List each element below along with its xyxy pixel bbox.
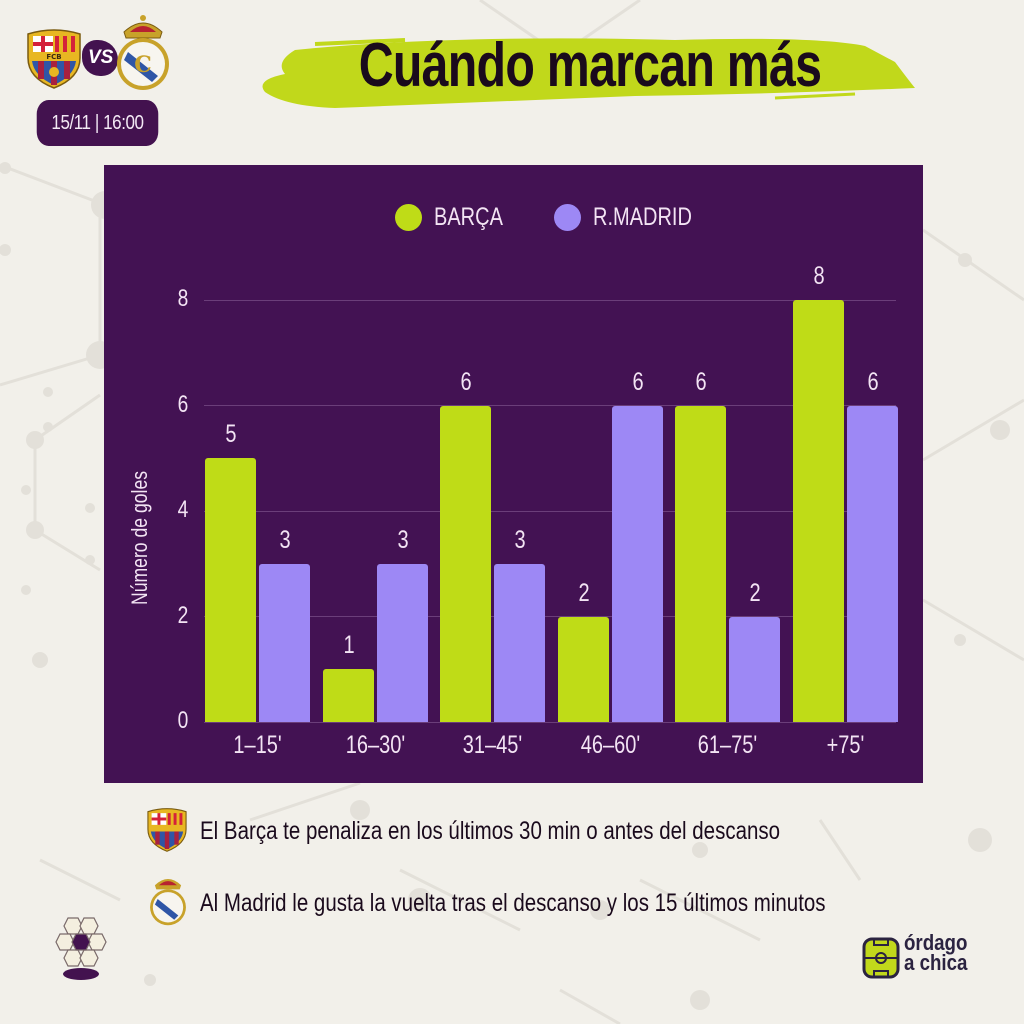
madrid-crest-icon: C [117, 15, 169, 90]
gridline [204, 405, 896, 406]
bar-value-label: 6 [631, 367, 644, 396]
bar-value-label: 3 [279, 525, 291, 554]
bar-barca[interactable] [675, 405, 726, 722]
legend-item-barca[interactable]: BARÇA [395, 203, 520, 232]
x-tick-label: 61–75' [697, 731, 758, 759]
barca-crest-icon [147, 808, 187, 852]
brand-logo: órdago a chica [862, 932, 967, 984]
gridline [204, 300, 896, 301]
x-tick-label: 16–30' [345, 731, 405, 759]
bar-madrid[interactable] [611, 405, 663, 722]
x-tick-label: +75' [826, 731, 864, 759]
bar-barca[interactable] [322, 669, 374, 722]
y-tick: 4 [177, 496, 189, 523]
bar-madrid[interactable] [846, 405, 898, 722]
legend-label-madrid: R.MADRID [593, 203, 692, 231]
bar-value-label: 6 [695, 367, 707, 396]
hexagon-ball-icon [46, 914, 116, 985]
pitch-icon [862, 937, 900, 979]
chart-panel: BARÇA R.MADRID Número de goles 8 6 4 2 0… [104, 165, 923, 783]
x-tick-label: 46–60' [580, 731, 640, 759]
bar-barca[interactable] [557, 616, 609, 722]
madrid-crest-small [148, 868, 188, 935]
brand-line-2: a chica [904, 950, 968, 975]
y-tick: 0 [177, 707, 189, 734]
bar-madrid[interactable] [729, 616, 780, 722]
bar-value-label: 6 [866, 367, 879, 396]
gridline [204, 511, 896, 512]
gridline [204, 722, 896, 723]
legend-item-madrid[interactable]: R.MADRID [554, 203, 717, 232]
note-madrid: Al Madrid le gusta la vuelta tras el des… [200, 889, 826, 917]
barca-crest-icon: FCB [27, 29, 81, 89]
barca-dot-icon [395, 204, 422, 231]
bar-barca[interactable] [792, 300, 844, 722]
bar-value-label: 8 [812, 262, 825, 290]
bar-barca[interactable] [440, 405, 491, 722]
bar-value-label: 2 [577, 578, 590, 607]
brand-name: órdago a chica [904, 930, 968, 975]
vs-label: VS [88, 47, 114, 68]
vs-badge [82, 40, 118, 76]
bar-barca[interactable] [205, 458, 256, 722]
bar-madrid[interactable] [494, 563, 545, 722]
title-block: Cuándo marcan más [255, 22, 925, 117]
madrid-dot-icon [554, 204, 581, 231]
bar-madrid[interactable] [376, 563, 428, 722]
madrid-crest-icon [150, 879, 186, 926]
y-axis-label: Número de goles [127, 470, 152, 605]
brush-stroke-icon [262, 38, 915, 109]
bar-value-label: 3 [514, 525, 526, 554]
x-tick-label: 31–45' [462, 731, 523, 759]
gridline [204, 616, 896, 617]
svg-text:C: C [134, 52, 152, 78]
svg-text:FCB: FCB [46, 53, 61, 61]
brand-line-1: órdago [904, 930, 968, 955]
madrid-crest: C [114, 10, 172, 99]
bar-value-label: 2 [749, 578, 761, 607]
bar-value-label: 1 [342, 631, 355, 660]
y-tick: 8 [177, 285, 189, 312]
page-title: Cuándo marcan más [358, 31, 822, 100]
barca-crest-small [145, 806, 189, 859]
note-barca: El Barça te penaliza en los últimos 30 m… [200, 817, 781, 845]
bar-value-label: 3 [396, 525, 409, 554]
bar-value-label: 5 [225, 420, 237, 449]
match-datetime-badge: 15/11 | 16:00 [36, 100, 159, 146]
barca-crest: FCB [24, 28, 84, 95]
y-tick: 2 [177, 602, 189, 629]
y-tick: 6 [177, 391, 189, 418]
x-tick-label: 1–15' [233, 731, 282, 759]
bar-madrid[interactable] [259, 563, 310, 722]
bar-value-label: 6 [460, 367, 472, 396]
chart-legend: BARÇA R.MADRID [104, 203, 923, 233]
legend-label-barca: BARÇA [434, 203, 503, 231]
